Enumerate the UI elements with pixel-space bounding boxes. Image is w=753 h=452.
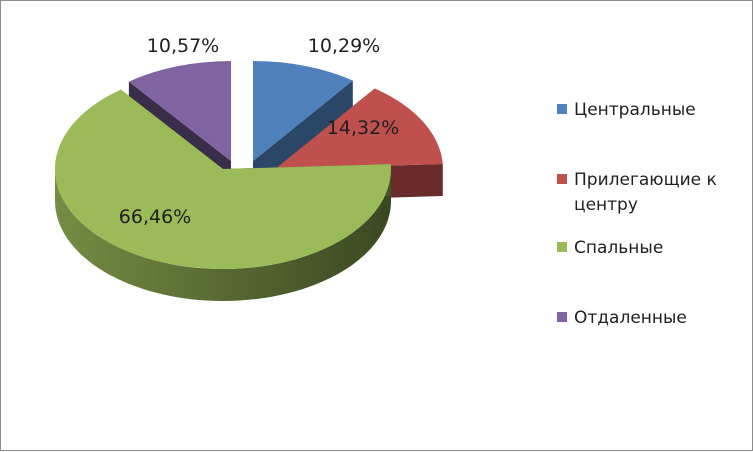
legend-label-tsentralnye: Центральные — [574, 100, 696, 120]
slice-tsentralnye — [253, 61, 353, 193]
legend: Центральные Прилегающие к центру Спальные От… — [557, 100, 717, 328]
legend-swatch-spalnye — [557, 242, 567, 252]
legend-label-spalnye: Спальные — [574, 238, 663, 258]
legend-item-otdalennye: Отдаленные — [557, 308, 687, 328]
slice-top-spalnye — [55, 89, 391, 270]
slice-side-spalnye — [55, 169, 391, 301]
data-labels: 10,29% 14,32% 66,46% 10,57% — [119, 35, 399, 228]
legend-item-spalnye: Спальные — [557, 238, 663, 258]
legend-item-prilegayushchie: Прилегающие к центру — [557, 170, 717, 215]
slice-top-prilegayushchie — [275, 88, 443, 169]
slice-spalnye — [55, 89, 391, 301]
data-label-prilegayushchie: 14,32% — [327, 117, 399, 139]
legend-label-prilegayushchie: Прилегающие к — [574, 170, 717, 190]
slice-edge-tsentralnye-1 — [253, 80, 353, 193]
legend-swatch-prilegayushchie — [557, 174, 567, 184]
legend-swatch-tsentralnye — [557, 104, 567, 114]
pie-slices — [55, 61, 443, 301]
slice-top-otdalennye — [128, 61, 231, 161]
legend-label-prilegayushchie-line2: центру — [574, 195, 638, 215]
data-label-tsentralnye: 10,29% — [308, 35, 380, 57]
legend-swatch-otdalennye — [557, 312, 567, 322]
legend-item-tsentralnye: Центральные — [557, 100, 696, 120]
legend-label-otdalennye: Отдаленные — [574, 308, 687, 328]
data-label-spalnye: 66,46% — [119, 206, 191, 228]
slice-top-tsentralnye — [253, 61, 353, 161]
data-label-otdalennye: 10,57% — [147, 35, 219, 57]
